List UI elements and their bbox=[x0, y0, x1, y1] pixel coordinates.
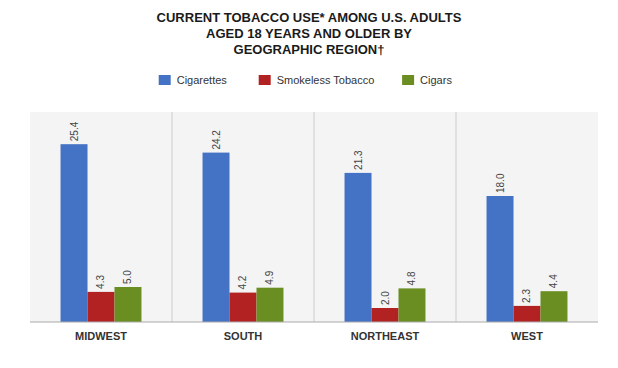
bars bbox=[61, 144, 568, 322]
x-tick-label: WEST bbox=[511, 330, 543, 342]
title-line: GEOGRAPHIC REGION† bbox=[234, 42, 385, 57]
bar bbox=[345, 173, 372, 322]
bar bbox=[540, 291, 567, 322]
data-label: 25.4 bbox=[69, 121, 80, 141]
legend-label: Cigarettes bbox=[177, 74, 228, 86]
data-labels: 25.4 24.2 21.3 18.0 4.3 4.2 2.0 2.3 5.0 4.9 4.8 4.4 bbox=[69, 121, 560, 305]
bar bbox=[88, 292, 115, 322]
legend-label: Cigars bbox=[420, 74, 452, 86]
legend-item: Cigars bbox=[402, 74, 452, 86]
legend-item: Smokeless Tobacco bbox=[259, 74, 375, 86]
title: CURRENT TOBACCO USE* AMONG U.S. ADULTSAG… bbox=[157, 10, 462, 57]
chart: CURRENT TOBACCO USE* AMONG U.S. ADULTSAG… bbox=[0, 0, 618, 368]
data-label: 4.9 bbox=[264, 270, 275, 284]
data-label: 5.0 bbox=[122, 270, 133, 284]
data-label: 4.3 bbox=[96, 275, 107, 289]
bar bbox=[256, 288, 283, 322]
legend-swatch bbox=[259, 75, 271, 85]
bar bbox=[114, 287, 141, 322]
data-label: 2.0 bbox=[380, 291, 391, 305]
x-tick-label: NORTHEAST bbox=[351, 330, 420, 342]
x-tick-label: SOUTH bbox=[224, 330, 263, 342]
bar bbox=[203, 153, 230, 322]
data-label: 21.3 bbox=[353, 150, 364, 170]
data-label: 24.2 bbox=[211, 130, 222, 150]
bar bbox=[61, 144, 88, 322]
bar bbox=[514, 306, 541, 322]
plot-area bbox=[30, 112, 598, 322]
bar bbox=[230, 293, 257, 322]
bar bbox=[372, 308, 399, 322]
legend: Cigarettes Smokeless Tobacco Cigars bbox=[159, 74, 453, 86]
x-axis-line bbox=[30, 322, 598, 323]
group-divider bbox=[314, 112, 315, 322]
legend-item: Cigarettes bbox=[159, 74, 228, 86]
title-line: AGED 18 YEARS AND OLDER BY bbox=[206, 26, 412, 41]
group-divider bbox=[456, 112, 457, 322]
legend-label: Smokeless Tobacco bbox=[277, 74, 375, 86]
data-label: 2.3 bbox=[522, 289, 533, 303]
title-line: CURRENT TOBACCO USE* AMONG U.S. ADULTS bbox=[157, 10, 462, 25]
group-divider bbox=[172, 112, 173, 322]
legend-swatch bbox=[159, 75, 171, 85]
data-label: 4.2 bbox=[238, 275, 249, 289]
data-label: 18.0 bbox=[495, 173, 506, 193]
bar bbox=[398, 288, 425, 322]
legend-swatch bbox=[402, 75, 414, 85]
bar bbox=[487, 196, 514, 322]
data-label: 4.8 bbox=[406, 271, 417, 285]
x-tick-label: MIDWEST bbox=[75, 330, 127, 342]
data-label: 4.4 bbox=[548, 274, 559, 288]
